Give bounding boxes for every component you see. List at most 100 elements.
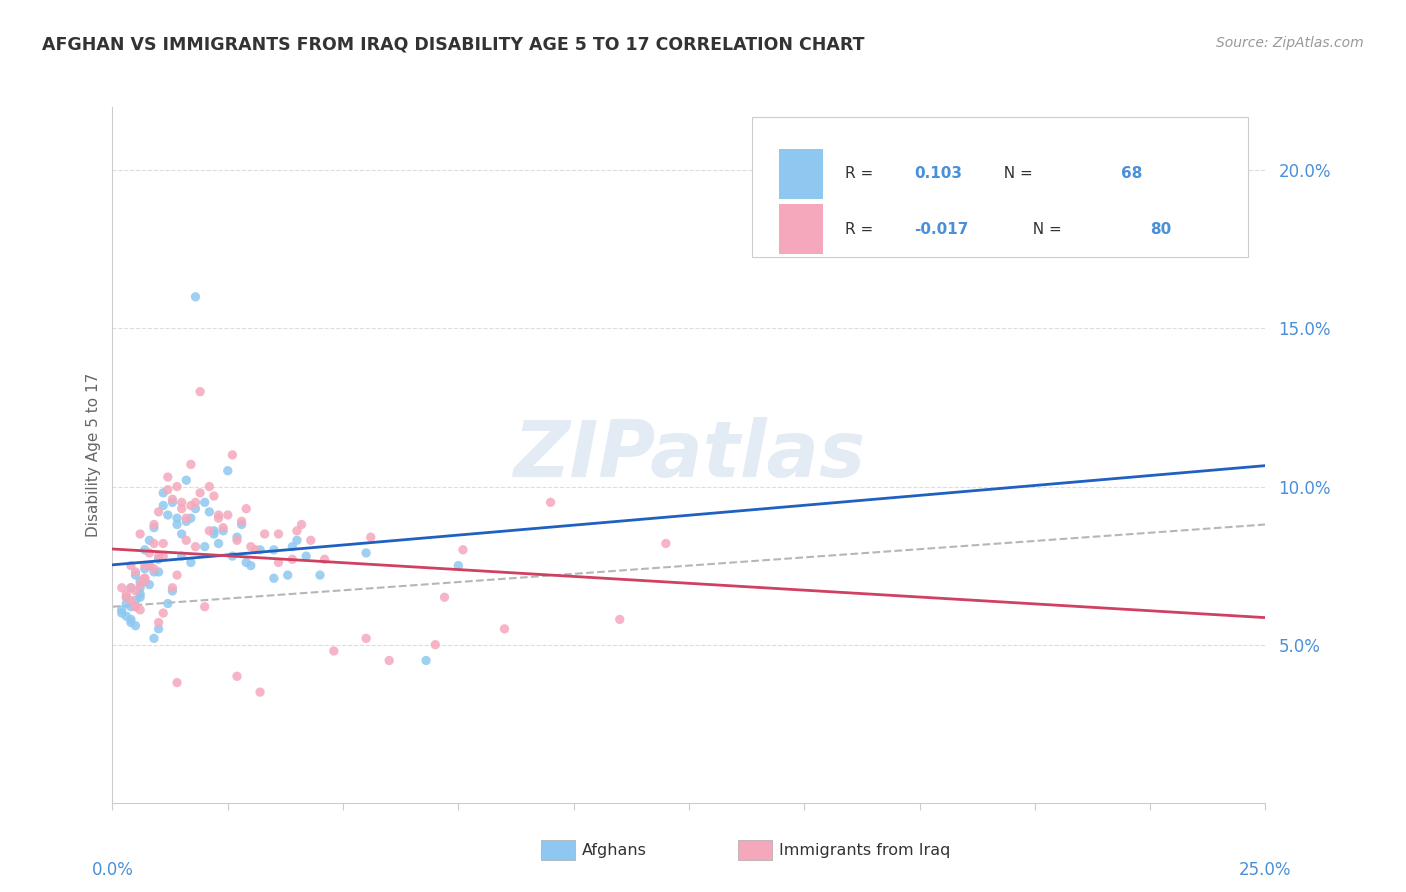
- Point: [194, 495, 217, 509]
- Point: [124, 565, 146, 579]
- Point: [124, 618, 146, 632]
- Point: [156, 470, 179, 484]
- Point: [235, 501, 257, 516]
- Point: [188, 486, 211, 500]
- Point: [129, 581, 152, 595]
- Point: [120, 581, 142, 595]
- Point: [322, 644, 344, 658]
- Point: [143, 521, 166, 535]
- Point: [134, 574, 156, 589]
- Point: [354, 546, 377, 560]
- Point: [129, 574, 152, 589]
- Point: [138, 558, 160, 573]
- Point: [111, 581, 134, 595]
- Text: Source: ZipAtlas.com: Source: ZipAtlas.com: [1216, 36, 1364, 50]
- Point: [134, 558, 156, 573]
- Point: [156, 483, 179, 497]
- Text: N =: N =: [994, 166, 1038, 181]
- Text: -0.017: -0.017: [914, 222, 969, 237]
- Point: [134, 571, 156, 585]
- Point: [194, 599, 217, 614]
- Point: [115, 597, 138, 611]
- Point: [143, 562, 166, 576]
- Point: [221, 448, 243, 462]
- Point: [180, 499, 202, 513]
- Point: [226, 533, 249, 548]
- Point: [138, 558, 160, 573]
- Point: [124, 583, 146, 598]
- Text: R =: R =: [845, 222, 877, 237]
- Point: [447, 558, 470, 573]
- Point: [134, 571, 156, 585]
- Point: [111, 606, 134, 620]
- Point: [299, 533, 322, 548]
- Point: [156, 597, 179, 611]
- Point: [120, 612, 142, 626]
- Text: Afghans: Afghans: [582, 843, 647, 857]
- Point: [170, 527, 193, 541]
- Point: [184, 495, 207, 509]
- Point: [202, 489, 225, 503]
- Bar: [779, 149, 823, 199]
- Point: [295, 549, 318, 563]
- Point: [124, 593, 146, 607]
- Point: [198, 524, 221, 538]
- Point: [120, 581, 142, 595]
- Point: [180, 458, 202, 472]
- Point: [360, 530, 382, 544]
- Text: 0.103: 0.103: [914, 166, 962, 181]
- Point: [655, 536, 678, 550]
- Point: [115, 587, 138, 601]
- Text: 68: 68: [1122, 166, 1143, 181]
- Point: [285, 524, 308, 538]
- Point: [221, 549, 243, 563]
- Point: [134, 542, 156, 557]
- Text: Immigrants from Iraq: Immigrants from Iraq: [779, 843, 950, 857]
- Point: [152, 536, 174, 550]
- Point: [267, 556, 290, 570]
- Point: [148, 552, 170, 566]
- Point: [202, 524, 225, 538]
- Point: [184, 501, 207, 516]
- Point: [124, 599, 146, 614]
- Point: [267, 527, 290, 541]
- Point: [124, 568, 146, 582]
- FancyBboxPatch shape: [752, 118, 1249, 257]
- Point: [212, 521, 235, 535]
- Point: [129, 527, 152, 541]
- Point: [217, 464, 239, 478]
- Point: [120, 593, 142, 607]
- Point: [115, 591, 138, 605]
- Point: [494, 622, 516, 636]
- Point: [202, 527, 225, 541]
- Point: [124, 599, 146, 614]
- Point: [226, 530, 249, 544]
- Point: [129, 591, 152, 605]
- Point: [285, 533, 308, 548]
- Point: [166, 675, 188, 690]
- Text: R =: R =: [845, 166, 877, 181]
- Text: AFGHAN VS IMMIGRANTS FROM IRAQ DISABILITY AGE 5 TO 17 CORRELATION CHART: AFGHAN VS IMMIGRANTS FROM IRAQ DISABILIT…: [42, 36, 865, 54]
- Point: [207, 508, 229, 522]
- Point: [120, 615, 142, 630]
- Point: [166, 479, 188, 493]
- Point: [120, 599, 142, 614]
- Point: [249, 542, 271, 557]
- Point: [226, 669, 249, 683]
- Point: [120, 558, 142, 573]
- Point: [184, 540, 207, 554]
- Point: [198, 505, 221, 519]
- Point: [212, 524, 235, 538]
- Point: [235, 556, 257, 570]
- Point: [162, 495, 184, 509]
- Point: [162, 581, 184, 595]
- Point: [138, 533, 160, 548]
- Point: [111, 603, 134, 617]
- Point: [174, 533, 197, 548]
- Point: [143, 517, 166, 532]
- Point: [249, 685, 271, 699]
- Point: [217, 508, 239, 522]
- Point: [148, 505, 170, 519]
- Point: [138, 577, 160, 591]
- Point: [148, 615, 170, 630]
